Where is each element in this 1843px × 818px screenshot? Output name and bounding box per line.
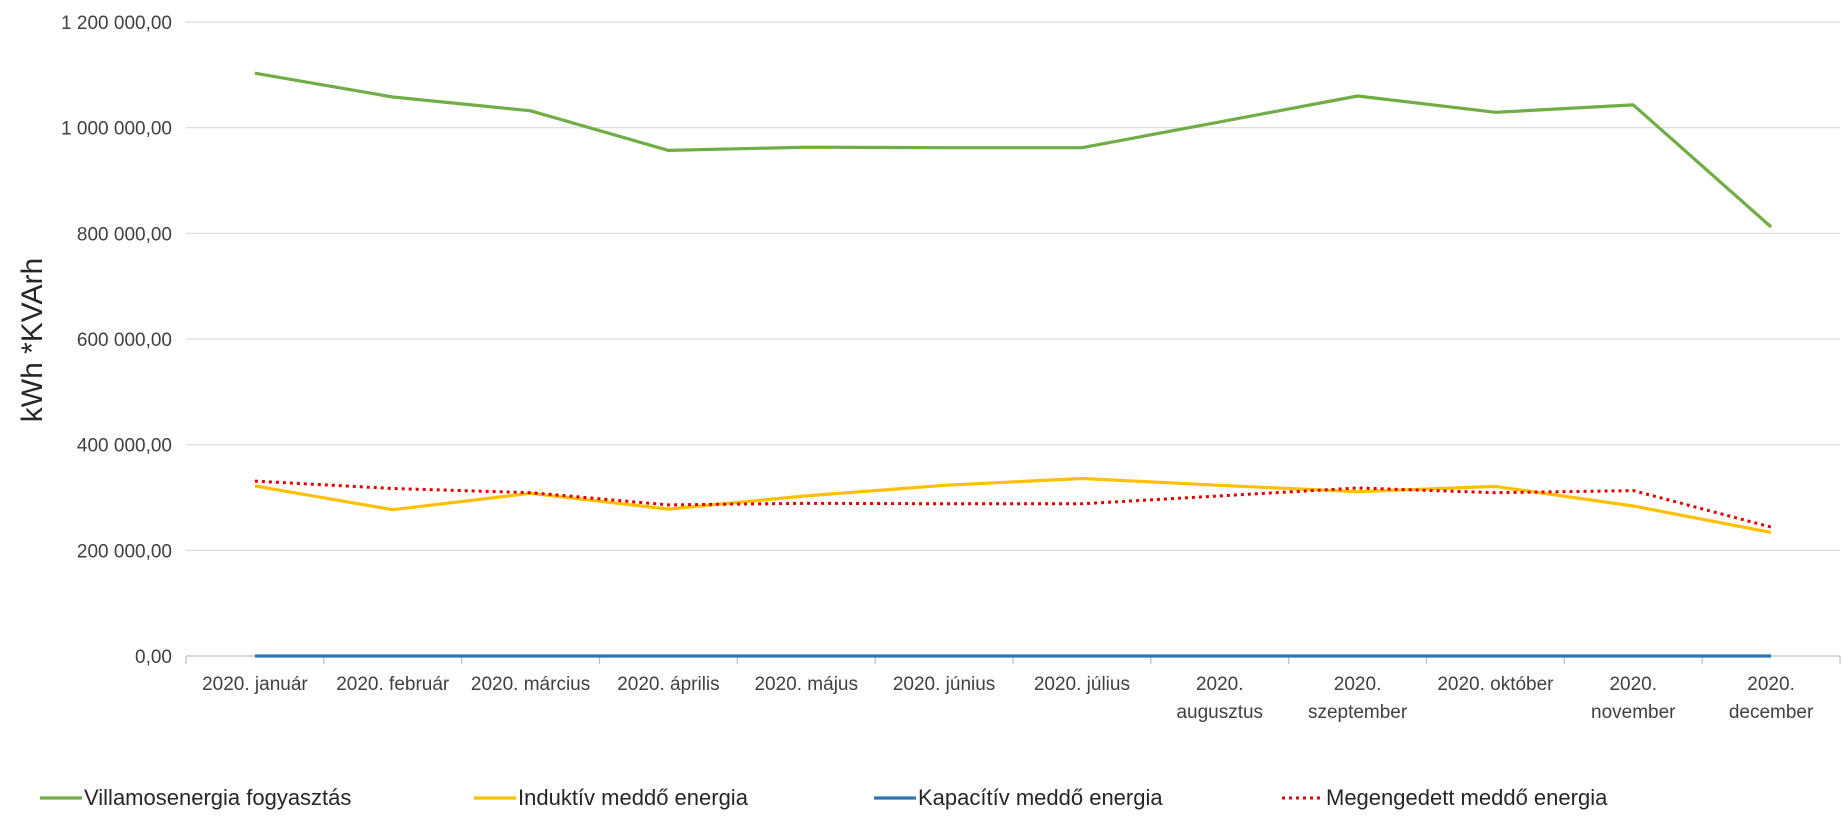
y-tick-label: 0,00 (135, 647, 172, 668)
x-tick-label-line: 2020. október (1437, 674, 1554, 695)
x-tick-label: 2020. július (1034, 674, 1130, 695)
series-line-1 (255, 479, 1771, 533)
x-tick-label-line: 2020. (1334, 674, 1382, 695)
x-tick-label: 2020. augusztus (1176, 674, 1263, 723)
x-tick-label-line: 2020. május (754, 674, 858, 695)
x-tick-label-line: 2020. (1196, 674, 1244, 695)
y-tick-label: 1 000 000,00 (61, 119, 172, 140)
y-tick-label: 600 000,00 (77, 330, 172, 351)
series-line-0 (255, 73, 1771, 227)
x-tick-label-line: november (1591, 702, 1676, 723)
grid-lines (186, 22, 1840, 664)
x-tick-label: 2020. szeptember (1308, 674, 1408, 723)
legend: Villamosenergia fogyasztás Induktív meddő… (40, 785, 1608, 810)
y-tick-label: 800 000,00 (77, 224, 172, 245)
x-tick-label: 2020. január (202, 674, 308, 695)
x-tick-label-line: 2020. június (893, 674, 995, 695)
x-tick-label: 2020. október (1437, 674, 1554, 695)
x-tick-label: 2020. március (471, 674, 590, 695)
x-tick-label: 2020. május (754, 674, 858, 695)
x-tick-label-line: szeptember (1308, 702, 1408, 723)
y-axis-label: kWh *KVArh (16, 258, 49, 423)
x-tick-label-line: 2020. (1747, 674, 1795, 695)
x-tick-label-line: 2020. július (1034, 674, 1130, 695)
x-tick-label: 2020. november (1591, 674, 1676, 723)
x-tick-label-line: 2020. március (471, 674, 590, 695)
legend-label: Induktív meddő energia (518, 785, 749, 810)
x-tick-label: 2020. június (893, 674, 995, 695)
series-lines (255, 73, 1771, 656)
x-tick-label-line: 2020. (1609, 674, 1657, 695)
x-tick-label: 2020. április (617, 674, 719, 695)
x-tick-label-line: december (1729, 702, 1814, 723)
y-tick-label: 400 000,00 (77, 436, 172, 457)
series-line-3 (255, 481, 1771, 527)
x-tick-label: 2020. február (336, 674, 450, 695)
x-tick-label-line: 2020. február (336, 674, 450, 695)
y-tick-label: 1 200 000,00 (61, 13, 172, 34)
x-tick-label-line: augusztus (1176, 702, 1263, 723)
legend-label: Kapacítív meddő energia (918, 785, 1163, 810)
x-tick-label: 2020. december (1729, 674, 1814, 723)
legend-label: Megengedett meddő energia (1326, 785, 1608, 810)
y-axis-ticks: 0,00 200 000,00 400 000,00 600 000,00 800 00… (61, 13, 172, 668)
x-tick-label-line: 2020. április (617, 674, 719, 695)
legend-label: Villamosenergia fogyasztás (84, 785, 351, 810)
x-tick-label-line: 2020. január (202, 674, 308, 695)
y-tick-label: 200 000,00 (77, 541, 172, 562)
x-axis-ticks: 2020. január 2020. február 2020. március 20… (202, 674, 1814, 723)
